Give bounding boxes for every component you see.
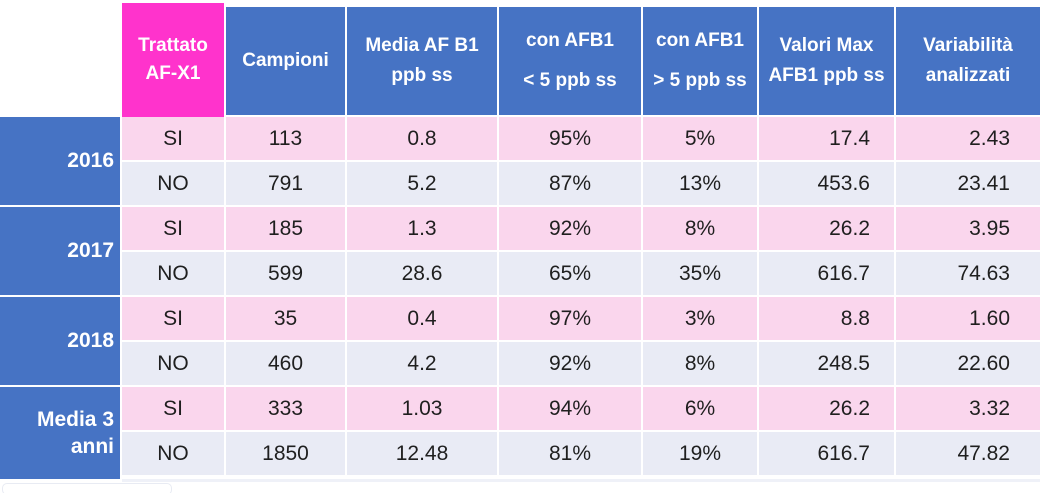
cell-con-afb1-gt5: 6% — [643, 387, 757, 430]
placeholder-outline-artifact — [2, 483, 172, 493]
cell-con-afb1-lt5: 92% — [499, 207, 641, 250]
aflatoxin-summary-table: Trattato AF-X1 Campioni Media AF B1 ppb … — [0, 3, 1040, 482]
cell-con-afb1-gt5: 13% — [643, 162, 757, 205]
cell-con-afb1-lt5: 81% — [499, 432, 641, 475]
cell-con-afb1-gt5: 8% — [643, 342, 757, 385]
cell-con-afb1-gt5: 35% — [643, 252, 757, 295]
cell-media-af-b1: 12.48 — [347, 432, 497, 475]
cell-valori-max: 616.7 — [759, 252, 894, 295]
cell-media-af-b1: 4.2 — [347, 342, 497, 385]
cell-campioni: 460 — [226, 342, 345, 385]
cell-con-afb1-gt5: 19% — [643, 432, 757, 475]
header-campioni: Campioni — [226, 7, 345, 115]
cell-valori-max: 8.8 — [759, 297, 894, 340]
cell-con-afb1-lt5: 94% — [499, 387, 641, 430]
cell-variabilita: 1.60 — [896, 297, 1040, 340]
cell-con-afb1-gt5: 5% — [643, 117, 757, 160]
cell-valori-max: 616.7 — [759, 432, 894, 475]
cell-trattato: SI — [122, 117, 224, 160]
header-line: AF-X1 — [145, 63, 201, 84]
cell-con-afb1-lt5: 65% — [499, 252, 641, 295]
table-bottom-edge — [122, 479, 1040, 482]
cell-campioni: 791 — [226, 162, 345, 205]
row-group-media-3-anni: Media 3 anni SI 333 1.03 94% 6% 26.2 3.3… — [0, 387, 1040, 479]
header-variabilita: Variabilità analizzati — [896, 7, 1040, 115]
cell-media-af-b1: 1.3 — [347, 207, 497, 250]
cell-variabilita: 23.41 — [896, 162, 1040, 205]
cell-variabilita: 3.32 — [896, 387, 1040, 430]
table-row: SI 113 0.8 95% 5% 17.4 2.43 — [122, 117, 1040, 160]
table-corner-spacer — [0, 7, 120, 115]
header-line: > 5 ppb ss — [653, 70, 747, 91]
header-line: AFB1 ppb ss — [768, 65, 885, 86]
cell-valori-max: 26.2 — [759, 387, 894, 430]
header-valori-max: Valori Max AFB1 ppb ss — [759, 7, 894, 115]
header-line: Valori Max — [779, 35, 874, 57]
cell-trattato: SI — [122, 207, 224, 250]
cell-trattato: SI — [122, 297, 224, 340]
row-group-label: 2016 — [0, 117, 120, 205]
header-line: Variabilità — [923, 35, 1013, 57]
header-line: con AFB1 — [656, 30, 744, 52]
row-group-2016: 2016 SI 113 0.8 95% 5% 17.4 2.43 NO 791 … — [0, 117, 1040, 205]
cell-variabilita: 74.63 — [896, 252, 1040, 295]
cell-valori-max: 248.5 — [759, 342, 894, 385]
cell-variabilita: 47.82 — [896, 432, 1040, 475]
cell-media-af-b1: 1.03 — [347, 387, 497, 430]
header-line: analizzati — [925, 65, 1011, 86]
cell-trattato: NO — [122, 342, 224, 385]
cell-campioni: 1850 — [226, 432, 345, 475]
cell-media-af-b1: 0.4 — [347, 297, 497, 340]
header-line: ppb ss — [391, 65, 453, 86]
cell-trattato: NO — [122, 162, 224, 205]
table-header-row: Trattato AF-X1 Campioni Media AF B1 ppb … — [0, 3, 1040, 117]
header-media-af-b1: Media AF B1 ppb ss — [347, 7, 497, 115]
cell-variabilita: 2.43 — [896, 117, 1040, 160]
header-con-afb1-lt5: con AFB1 < 5 ppb ss — [499, 7, 641, 115]
header-con-afb1-gt5: con AFB1 > 5 ppb ss — [643, 7, 757, 115]
cell-con-afb1-gt5: 8% — [643, 207, 757, 250]
header-line: Trattato — [138, 35, 208, 57]
header-line: Campioni — [242, 50, 329, 72]
table-row: NO 1850 12.48 81% 19% 616.7 47.82 — [122, 432, 1040, 475]
cell-media-af-b1: 28.6 — [347, 252, 497, 295]
row-group-label: 2017 — [0, 207, 120, 295]
cell-trattato: NO — [122, 432, 224, 475]
cell-valori-max: 17.4 — [759, 117, 894, 160]
cell-campioni: 599 — [226, 252, 345, 295]
cell-campioni: 185 — [226, 207, 345, 250]
cell-campioni: 113 — [226, 117, 345, 160]
cell-campioni: 333 — [226, 387, 345, 430]
table-row: NO 460 4.2 92% 8% 248.5 22.60 — [122, 342, 1040, 385]
header-line: con AFB1 — [526, 30, 614, 52]
table-row: SI 185 1.3 92% 8% 26.2 3.95 — [122, 207, 1040, 250]
row-group-label: 2018 — [0, 297, 120, 385]
header-line: Media AF B1 — [365, 35, 479, 57]
table-row: SI 35 0.4 97% 3% 8.8 1.60 — [122, 297, 1040, 340]
cell-variabilita: 22.60 — [896, 342, 1040, 385]
row-group-label: Media 3 anni — [0, 387, 120, 479]
row-group-2018: 2018 SI 35 0.4 97% 3% 8.8 1.60 NO 460 4.… — [0, 297, 1040, 385]
cell-campioni: 35 — [226, 297, 345, 340]
cell-variabilita: 3.95 — [896, 207, 1040, 250]
table-row: NO 791 5.2 87% 13% 453.6 23.41 — [122, 162, 1040, 205]
cell-con-afb1-gt5: 3% — [643, 297, 757, 340]
cell-valori-max: 453.6 — [759, 162, 894, 205]
cell-media-af-b1: 5.2 — [347, 162, 497, 205]
table-row: NO 599 28.6 65% 35% 616.7 74.63 — [122, 252, 1040, 295]
cell-trattato: NO — [122, 252, 224, 295]
row-group-2017: 2017 SI 185 1.3 92% 8% 26.2 3.95 NO 599 … — [0, 207, 1040, 295]
cell-trattato: SI — [122, 387, 224, 430]
cell-con-afb1-lt5: 97% — [499, 297, 641, 340]
cell-valori-max: 26.2 — [759, 207, 894, 250]
cell-media-af-b1: 0.8 — [347, 117, 497, 160]
cell-con-afb1-lt5: 95% — [499, 117, 641, 160]
header-line: < 5 ppb ss — [523, 70, 617, 91]
cell-con-afb1-lt5: 87% — [499, 162, 641, 205]
cell-con-afb1-lt5: 92% — [499, 342, 641, 385]
header-trattato-af-x1: Trattato AF-X1 — [122, 3, 224, 117]
table-row: SI 333 1.03 94% 6% 26.2 3.32 — [122, 387, 1040, 430]
